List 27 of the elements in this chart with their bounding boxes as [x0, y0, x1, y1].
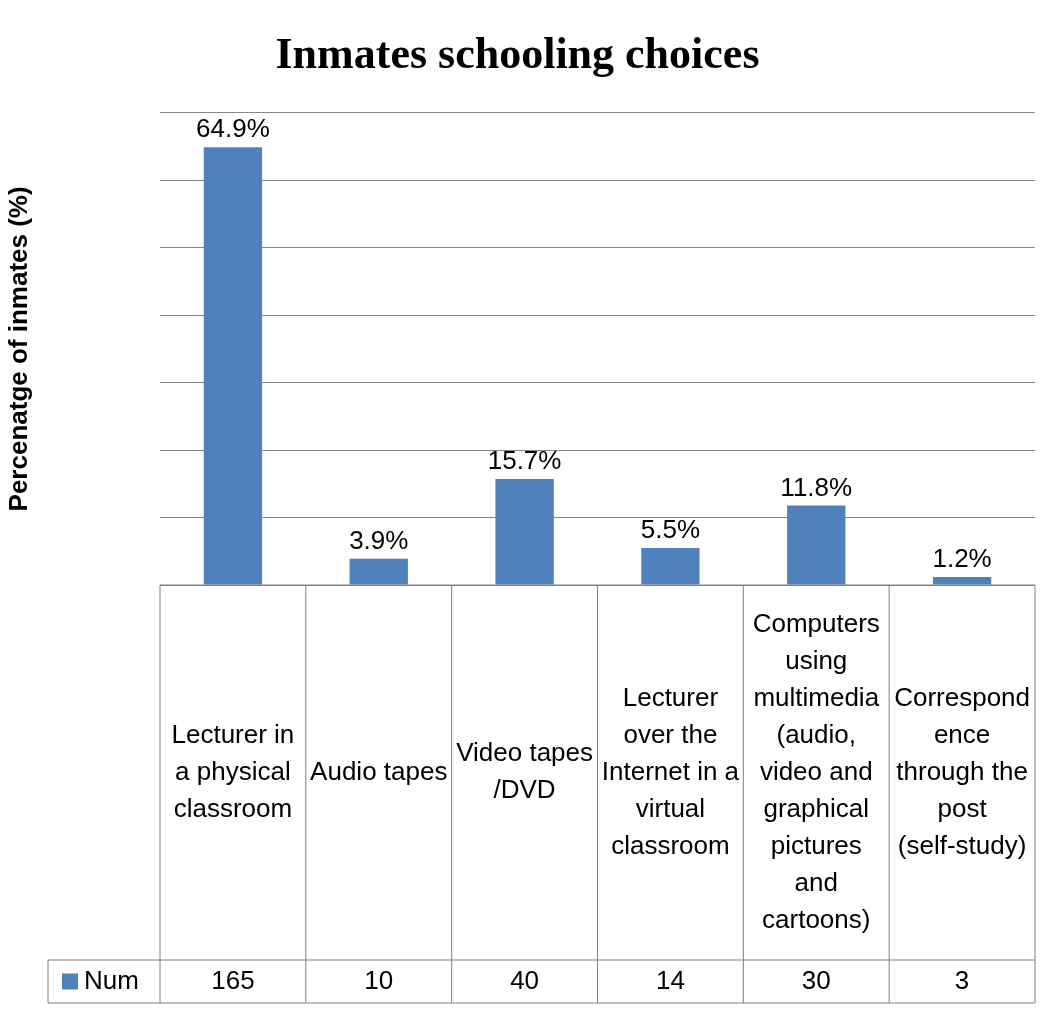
- text: 30: [801, 964, 831, 995]
- bar: [203, 147, 263, 585]
- text: 14: [655, 964, 685, 995]
- x-tick-label: Audio tapes: [310, 755, 448, 786]
- category-label: Computers using multimedia (audio, video and graphical pictures and cartoons): [752, 607, 880, 934]
- bar: [349, 558, 408, 585]
- x-tick-label: Correspondence through the post (self-study): [894, 681, 1031, 860]
- text: 40: [510, 964, 540, 995]
- y-axis-title: Percenatge of inmates (%): [2, 186, 33, 512]
- data-label: 64.9%: [196, 113, 270, 144]
- data-label: 1.2%: [932, 543, 992, 574]
- data-label: 11.8%: [780, 471, 853, 502]
- x-tick-label: Video tapes /DVD: [456, 737, 594, 805]
- data-label: 3.9%: [349, 524, 409, 555]
- bar: [641, 547, 700, 585]
- bar: [932, 576, 992, 585]
- text: 165: [211, 964, 255, 995]
- legend-label: Num: [84, 964, 139, 995]
- chart-title: Inmates schooling choices: [275, 28, 760, 78]
- data-label: 15.7%: [487, 445, 562, 476]
- bar: [495, 479, 554, 585]
- bar: [787, 505, 846, 585]
- x-tick-label: Lecturer in a physical classroom: [171, 718, 295, 823]
- text: 10: [364, 964, 394, 995]
- x-tick-label: Lecturer over the Internet in a virtual classroom: [601, 681, 740, 860]
- text: 3: [954, 964, 970, 995]
- data-label: 5.5%: [640, 514, 701, 545]
